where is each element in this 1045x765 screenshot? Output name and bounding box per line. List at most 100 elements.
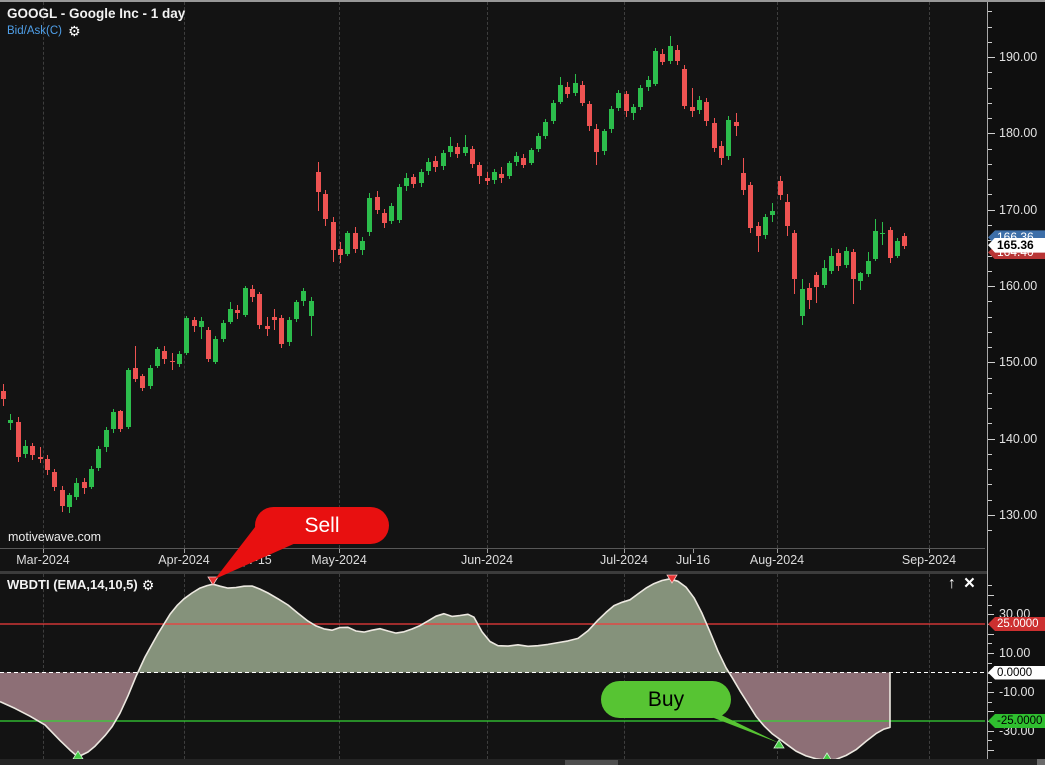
candle xyxy=(67,495,72,508)
candle xyxy=(331,221,336,251)
price-axis-tick xyxy=(988,224,992,226)
oscillator-line xyxy=(0,578,891,759)
price-axis-tick xyxy=(988,87,992,89)
price-axis-tick xyxy=(988,57,995,58)
candle xyxy=(880,232,885,234)
gridline xyxy=(624,2,625,548)
indicator-axis-tick xyxy=(988,614,994,616)
oscillator-fill-positive xyxy=(0,578,890,673)
price-axis-tick xyxy=(988,331,992,333)
candle xyxy=(111,411,116,429)
buy-callout[interactable]: Buy xyxy=(601,681,731,718)
price-axis-tick xyxy=(988,515,995,516)
sell-callout-label: Sell xyxy=(304,513,340,537)
buy-callout-label: Buy xyxy=(647,687,685,711)
candle xyxy=(8,420,13,424)
upper-guide-badge: 25.0000 xyxy=(988,617,1045,631)
time-axis[interactable]: Mar-2024 Apr-2024 Apr-15 May-2024 Jun-2024 Ju… xyxy=(0,548,985,571)
close-panel-icon[interactable]: × xyxy=(963,574,975,594)
candle xyxy=(719,146,724,159)
candle xyxy=(60,489,65,506)
candle xyxy=(235,310,240,314)
candle xyxy=(477,165,482,177)
price-axis-tick xyxy=(988,499,992,501)
price-axis-tick xyxy=(988,270,992,272)
candle xyxy=(521,157,526,165)
candle xyxy=(397,186,402,220)
candle xyxy=(272,316,277,320)
candle xyxy=(726,119,731,157)
candle xyxy=(250,289,255,297)
candle xyxy=(778,180,783,196)
time-axis-label: Aug-2024 xyxy=(749,553,805,567)
bid-ask-link[interactable]: Bid/Ask(C) xyxy=(7,25,62,37)
time-axis-label: Sep-2024 xyxy=(901,553,957,567)
candle xyxy=(594,128,599,153)
candle xyxy=(463,147,468,154)
buy-signal-marker-icon xyxy=(72,750,84,759)
indicator-axis-label: 10.00 xyxy=(999,646,1031,661)
indicator-axis-tick xyxy=(988,594,994,596)
candle xyxy=(38,457,43,460)
indicator-axis-tick xyxy=(988,682,992,684)
candle xyxy=(785,202,790,227)
candle xyxy=(873,231,878,259)
indicator-axis-tick xyxy=(988,604,992,606)
price-axis-tick xyxy=(988,11,992,13)
candle xyxy=(294,302,299,319)
price-axis-tick xyxy=(988,484,992,486)
candle xyxy=(551,102,556,122)
candle xyxy=(301,290,306,302)
indicator-header: WBDTI (EMA,14,10,5) ⚙ xyxy=(7,577,154,592)
indicator-settings-gear-icon[interactable]: ⚙ xyxy=(141,576,155,593)
candle xyxy=(455,147,460,154)
candle xyxy=(45,458,50,470)
indicator-axis-tick xyxy=(988,662,992,664)
watermark: motivewave.com xyxy=(8,530,102,544)
candle-wick xyxy=(860,271,861,290)
indicator-plot xyxy=(0,574,985,759)
gridline xyxy=(929,2,930,548)
chart-settings-gear-icon[interactable]: ⚙ xyxy=(67,23,81,39)
candle xyxy=(279,318,284,344)
price-axis-tick xyxy=(988,41,992,43)
candle xyxy=(499,173,504,178)
time-axis-tick xyxy=(339,549,340,553)
candle xyxy=(631,107,636,113)
price-axis-tick xyxy=(988,194,992,196)
indicator-panel: WBDTI (EMA,14,10,5) ⚙ ↑ × xyxy=(0,574,985,759)
candle xyxy=(323,194,328,219)
indicator-axis-label: -10.00 xyxy=(999,684,1035,699)
candle xyxy=(23,445,28,454)
candle xyxy=(800,289,805,316)
scrollbar-thumb[interactable] xyxy=(565,760,618,765)
candle xyxy=(140,376,145,389)
price-axis-tick xyxy=(988,423,992,425)
price-axis[interactable]: 190.00 180.00 170.00 160.00 150.00 140.00 130.… xyxy=(987,2,1045,759)
candle xyxy=(441,153,446,167)
price-axis-label: 150.00 xyxy=(999,355,1038,370)
indicator-axis-tick xyxy=(988,750,994,752)
candle xyxy=(690,107,695,112)
indicator-axis-tick xyxy=(988,585,992,587)
candle xyxy=(162,350,167,360)
candle xyxy=(660,53,665,63)
time-axis-label: Apr-2024 xyxy=(158,553,210,567)
candle xyxy=(558,85,563,102)
candle-wick xyxy=(465,134,466,157)
candle xyxy=(712,122,717,148)
move-panel-up-icon[interactable]: ↑ xyxy=(947,575,956,592)
sell-callout[interactable]: Sell xyxy=(255,507,389,544)
candle-wick xyxy=(758,221,759,252)
price-chart-panel: GOOGL - Google Inc - 1 day Bid/Ask(C) ⚙ … xyxy=(0,2,985,548)
panel-divider xyxy=(0,571,1045,574)
candle xyxy=(763,216,768,235)
candle xyxy=(697,99,702,111)
candle xyxy=(858,273,863,281)
candle xyxy=(514,156,519,163)
candle xyxy=(888,229,893,258)
scrollbar-corner xyxy=(1037,759,1045,765)
price-axis-tick xyxy=(988,286,995,287)
last-price-badge: 165.36 xyxy=(988,237,1045,253)
